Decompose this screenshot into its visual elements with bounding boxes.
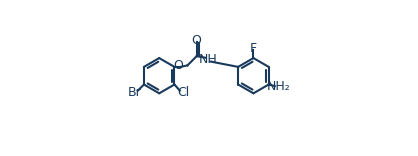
Text: Cl: Cl [177, 86, 189, 99]
Text: Br: Br [128, 86, 142, 99]
Text: NH: NH [199, 54, 217, 66]
Text: F: F [250, 42, 257, 55]
Text: O: O [173, 59, 183, 72]
Text: NH₂: NH₂ [267, 80, 291, 93]
Text: O: O [192, 34, 201, 47]
